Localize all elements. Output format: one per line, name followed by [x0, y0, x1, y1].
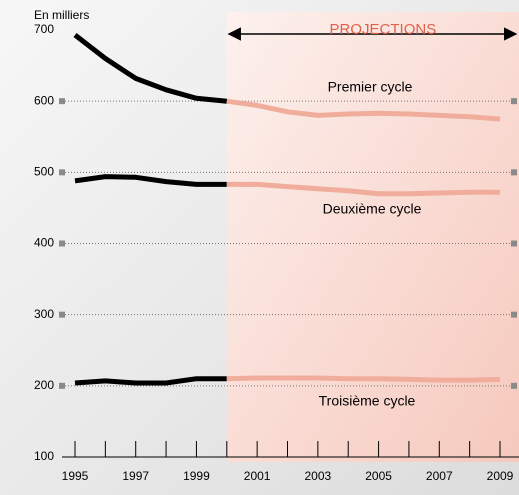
x-tick-label: 1999 [183, 469, 210, 483]
x-tick-label: 2003 [305, 469, 332, 483]
y-tick-label: 700 [34, 22, 54, 36]
history-line [73, 33, 228, 104]
y-tick-label: 500 [34, 165, 54, 179]
unit-label: En milliers [34, 8, 89, 22]
grid-marker [511, 98, 517, 105]
series-label: Deuxième cycle [323, 201, 422, 217]
series-label: Premier cycle [328, 79, 413, 95]
projection-region [226, 12, 519, 462]
grid-marker [511, 169, 517, 176]
y-tick-label: 300 [34, 307, 54, 321]
grid-marker [59, 98, 65, 105]
x-tick-label: 1995 [62, 469, 89, 483]
y-tick-label: 100 [34, 449, 54, 463]
grid-marker [59, 311, 65, 318]
grid-marker [511, 382, 517, 389]
history-line [74, 174, 227, 187]
x-tick-label: 2005 [365, 469, 392, 483]
projection-line [226, 181, 500, 197]
x-tick-label: 2001 [244, 469, 271, 483]
grid-marker [59, 382, 65, 389]
grid-marker [59, 240, 65, 247]
x-tick-label: 1997 [122, 469, 149, 483]
history-line [74, 376, 227, 386]
grid-marker [59, 169, 65, 176]
grid-marker [511, 240, 517, 247]
y-tick-label: 400 [34, 236, 54, 250]
y-tick-label: 200 [34, 378, 54, 392]
y-tick-label: 600 [34, 93, 54, 107]
grid-marker [511, 311, 517, 318]
projection-label: PROJECTIONS [330, 21, 437, 38]
x-tick-label: 2009 [487, 469, 514, 483]
x-tick-label: 2007 [426, 469, 453, 483]
projection-line [226, 375, 501, 383]
projection-line [226, 98, 501, 122]
series-label: Troisième cycle [319, 393, 416, 409]
